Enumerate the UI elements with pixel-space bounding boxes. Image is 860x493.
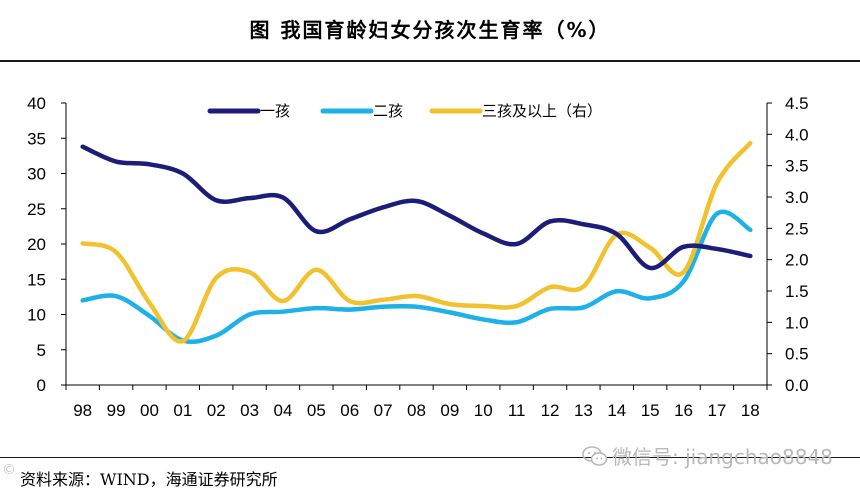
left-tick-label: 10 [27, 306, 46, 325]
title-divider [0, 60, 860, 62]
x-tick-label: 07 [374, 401, 393, 420]
x-tick-label: 00 [140, 401, 159, 420]
right-tick-label: 4.5 [785, 94, 809, 113]
chart-series [80, 140, 753, 345]
x-tick-label: 98 [73, 401, 92, 420]
legend-label-3: 三孩及以上（右） [482, 102, 602, 120]
x-tick-label: 08 [407, 401, 426, 420]
x-tick-label: 01 [173, 401, 192, 420]
x-tick-label: 03 [240, 401, 259, 420]
series-line-2 [80, 209, 753, 345]
left-tick-label: 25 [27, 200, 46, 219]
x-tick-label: 02 [207, 401, 226, 420]
right-tick-label: 3.0 [785, 188, 809, 207]
x-tick-label: 12 [541, 401, 560, 420]
right-tick-label: 0.0 [785, 376, 809, 395]
legend-label-1: 一孩 [260, 102, 290, 120]
x-tick-label: 17 [707, 401, 726, 420]
x-tick-label: 04 [274, 401, 293, 420]
right-tick-label: 1.5 [785, 282, 809, 301]
legend-label-2: 二孩 [373, 102, 403, 120]
watermark: 微信号: jiangchao8848 [582, 441, 833, 470]
x-tick-label: 10 [474, 401, 493, 420]
right-tick-label: 4.0 [785, 125, 809, 144]
right-tick-label: 2.0 [785, 251, 809, 270]
left-tick-label: 30 [27, 165, 46, 184]
corner-mark: © [2, 462, 16, 478]
right-tick-label: 1.0 [785, 313, 809, 332]
x-tick-label: 11 [508, 401, 526, 420]
source-divider [0, 457, 860, 458]
right-tick-label: 2.5 [785, 219, 809, 238]
left-tick-label: 5 [37, 341, 46, 360]
left-tick-label: 40 [27, 94, 46, 113]
wechat-icon [582, 445, 608, 466]
watermark-text: 微信号: jiangchao8848 [612, 445, 833, 469]
x-tick-label: 99 [107, 401, 126, 420]
left-tick-label: 20 [27, 235, 46, 254]
x-tick-label: 18 [741, 401, 760, 420]
x-tick-label: 16 [674, 401, 693, 420]
x-tick-label: 06 [340, 401, 359, 420]
chart-legend: 一孩 二孩 三孩及以上（右） [207, 102, 602, 120]
right-tick-label: 3.5 [785, 157, 809, 176]
left-tick-label: 15 [27, 270, 46, 289]
source-note: 资料来源：WIND，海通证券研究所 [20, 470, 278, 489]
x-tick-label: 05 [307, 401, 326, 420]
chart-axes: 05101520253035400.00.51.01.52.02.53.03.5… [27, 94, 809, 420]
x-tick-label: 09 [440, 401, 459, 420]
right-tick-label: 0.5 [785, 345, 809, 364]
x-tick-label: 13 [574, 401, 593, 420]
chart-title: 图 我国育龄妇女分孩次生育率（%） [249, 18, 611, 42]
x-tick-label: 15 [641, 401, 660, 420]
x-tick-label: 14 [607, 401, 626, 420]
left-tick-label: 0 [37, 376, 46, 395]
left-tick-label: 35 [27, 129, 46, 148]
